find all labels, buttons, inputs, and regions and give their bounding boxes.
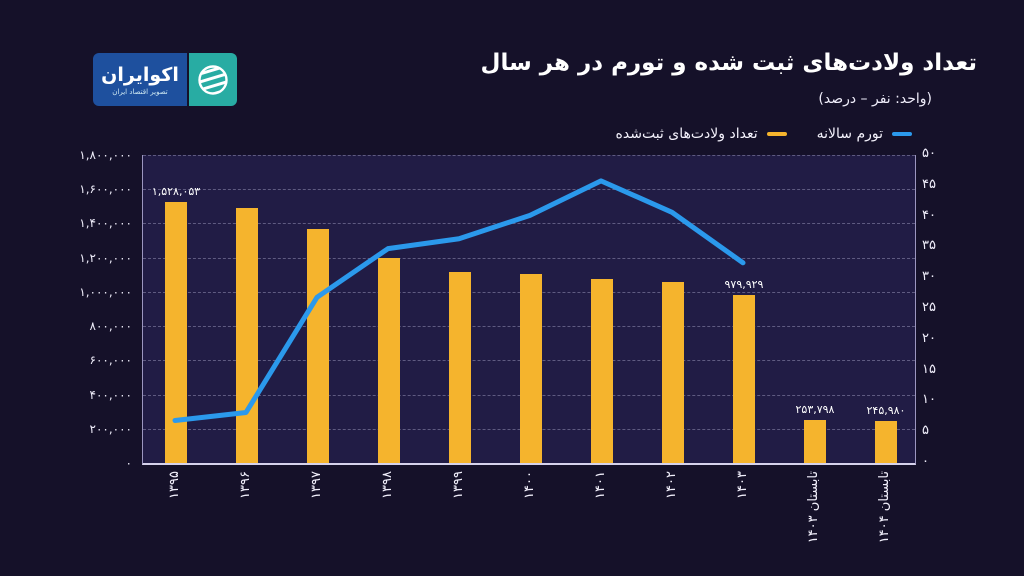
x-tick-label: ۱۳۹۸: [380, 471, 395, 499]
x-tick-label: تابستان ۱۴۰۴: [877, 471, 892, 544]
gridline: [143, 155, 915, 156]
x-tick-label: تابستان ۱۴۰۳: [806, 471, 821, 544]
bar-value-label: ۹۷۹,۹۲۹: [724, 278, 764, 292]
x-tick-label: ۱۳۹۹: [451, 471, 466, 499]
y-tick-label-right: ۲۵: [922, 300, 936, 315]
bar-value-label: ۱,۵۲۸,۰۵۳: [151, 184, 201, 198]
y-tick-label-right: ۲۰: [922, 330, 936, 346]
x-tick-label: ۱۴۰۲: [664, 471, 679, 499]
y-tick-label-left: ۱,۰۰۰,۰۰۰: [79, 284, 132, 299]
births-bar-swatch-icon: [766, 132, 787, 136]
birth-bar: [378, 258, 400, 463]
birth-bar: [733, 295, 755, 463]
ecoiran-logo: اکوایران تصویر اقتصاد ایران: [93, 53, 237, 106]
logo-mark-icon: [189, 53, 237, 106]
y-tick-label-right: ۴۰: [922, 207, 936, 223]
y-tick-label-right: ۱۵: [922, 361, 936, 377]
birth-bar: [236, 208, 258, 463]
birth-bar: [591, 279, 613, 463]
y-tick-label-left: ۱,۸۰۰,۰۰۰: [79, 148, 132, 162]
bar-value-label: ۲۵۳,۷۹۸: [795, 402, 835, 416]
birth-bar: [662, 281, 684, 463]
gridline: [143, 189, 915, 191]
y-tick-label-right: ۴۵: [922, 176, 936, 192]
x-tick-label: ۱۴۰۰: [522, 471, 537, 499]
logo-tagline: تصویر اقتصاد ایران: [112, 87, 168, 96]
y-tick-label-left: ۸۰۰,۰۰۰: [89, 319, 133, 334]
y-tick-label-left: ۱,۴۰۰,۰۰۰: [79, 216, 132, 231]
bar-value-label: ۲۴۵,۹۸۰: [866, 403, 906, 417]
y-tick-label-right: ۳۵: [922, 238, 936, 254]
x-tick-label: ۱۳۹۵: [167, 471, 182, 499]
legend: تورم سالانه تعداد ولادت‌های ثبت‌شده: [616, 126, 912, 142]
x-tick-label: ۱۴۰۱: [593, 471, 608, 499]
y-tick-label-left: ۰: [125, 456, 132, 470]
birth-bar: [165, 201, 187, 463]
plot-area: ۱,۵۲۸,۰۵۳ ۹۷۹,۹۲۹ ۲۵۳,۷۹۸ ۲۴۵,۹۸۰: [142, 155, 916, 465]
logo-text-box: اکوایران تصویر اقتصاد ایران: [93, 53, 187, 106]
chart-subtitle: (واحد: نفر – درصد): [818, 91, 932, 107]
legend-label-inflation: تورم سالانه: [816, 126, 883, 142]
y-tick-label-right: ۳۰: [922, 269, 936, 285]
y-tick-label-left: ۴۰۰,۰۰۰: [89, 387, 133, 402]
x-tick-label: ۱۳۹۷: [309, 471, 324, 499]
y-tick-label-right: ۰: [922, 454, 929, 469]
x-tick-label: ۱۴۰۳: [735, 471, 750, 499]
y-tick-label-right: ۱۰: [922, 392, 936, 408]
chart-title: تعداد ولادت‌های ثبت شده و تورم در هر سال: [480, 50, 977, 76]
legend-label-births: تعداد ولادت‌های ثبت‌شده: [615, 126, 758, 142]
y-tick-label-right: ۵: [922, 423, 929, 439]
y-tick-label-left: ۶۰۰,۰۰۰: [89, 353, 133, 368]
birth-bar: [307, 229, 329, 463]
inflation-line-swatch-icon: [892, 132, 912, 136]
birth-bar: [804, 419, 826, 463]
y-tick-label-left: ۱,۲۰۰,۰۰۰: [79, 250, 132, 265]
y-tick-label-left: ۲۰۰,۰۰۰: [89, 421, 133, 436]
birth-bar: [520, 273, 542, 463]
legend-item-inflation: تورم سالانه: [817, 126, 912, 142]
logo-name: اکوایران: [101, 63, 179, 86]
gridline: [143, 223, 915, 225]
legend-item-births: تعداد ولادت‌های ثبت‌شده: [616, 126, 787, 142]
y-tick-label-left: ۱,۶۰۰,۰۰۰: [79, 182, 132, 197]
y-tick-label-right: ۵۰: [922, 146, 936, 161]
birth-bar: [449, 272, 471, 463]
gridline: [143, 257, 915, 259]
x-tick-label: ۱۳۹۶: [238, 471, 253, 499]
birth-bar: [875, 420, 897, 463]
